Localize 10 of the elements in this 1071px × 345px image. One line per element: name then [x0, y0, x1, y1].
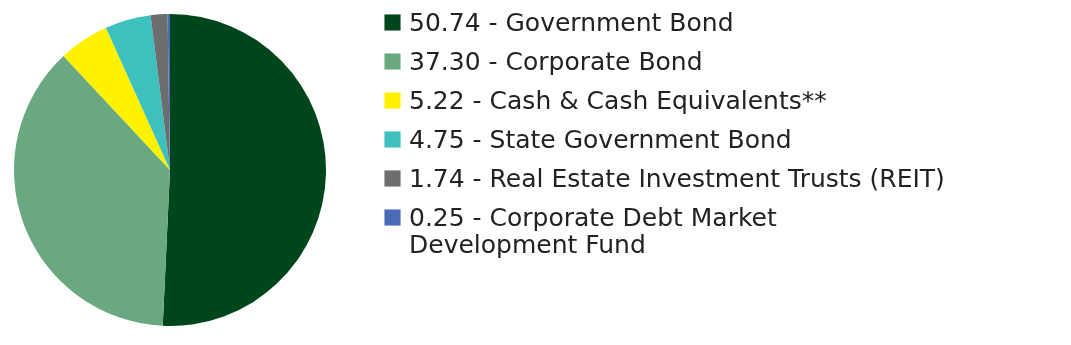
legend-label: 0.25 - Corporate Debt Market Development Fund — [409, 202, 777, 259]
legend-label: 1.74 - Real Estate Investment Trusts (REIT) — [409, 163, 945, 193]
pie-slice — [14, 56, 170, 326]
pie-slice — [105, 15, 170, 170]
legend-label: 5.22 - Cash & Cash Equivalents** — [409, 85, 827, 115]
legend-label: 50.74 - Government Bond — [409, 7, 734, 37]
pie-slice — [63, 27, 170, 170]
pie-slice — [162, 14, 326, 326]
legend-label: 37.30 - Corporate Bond — [409, 46, 703, 76]
legend-label: 4.75 - State Government Bond — [409, 124, 792, 154]
